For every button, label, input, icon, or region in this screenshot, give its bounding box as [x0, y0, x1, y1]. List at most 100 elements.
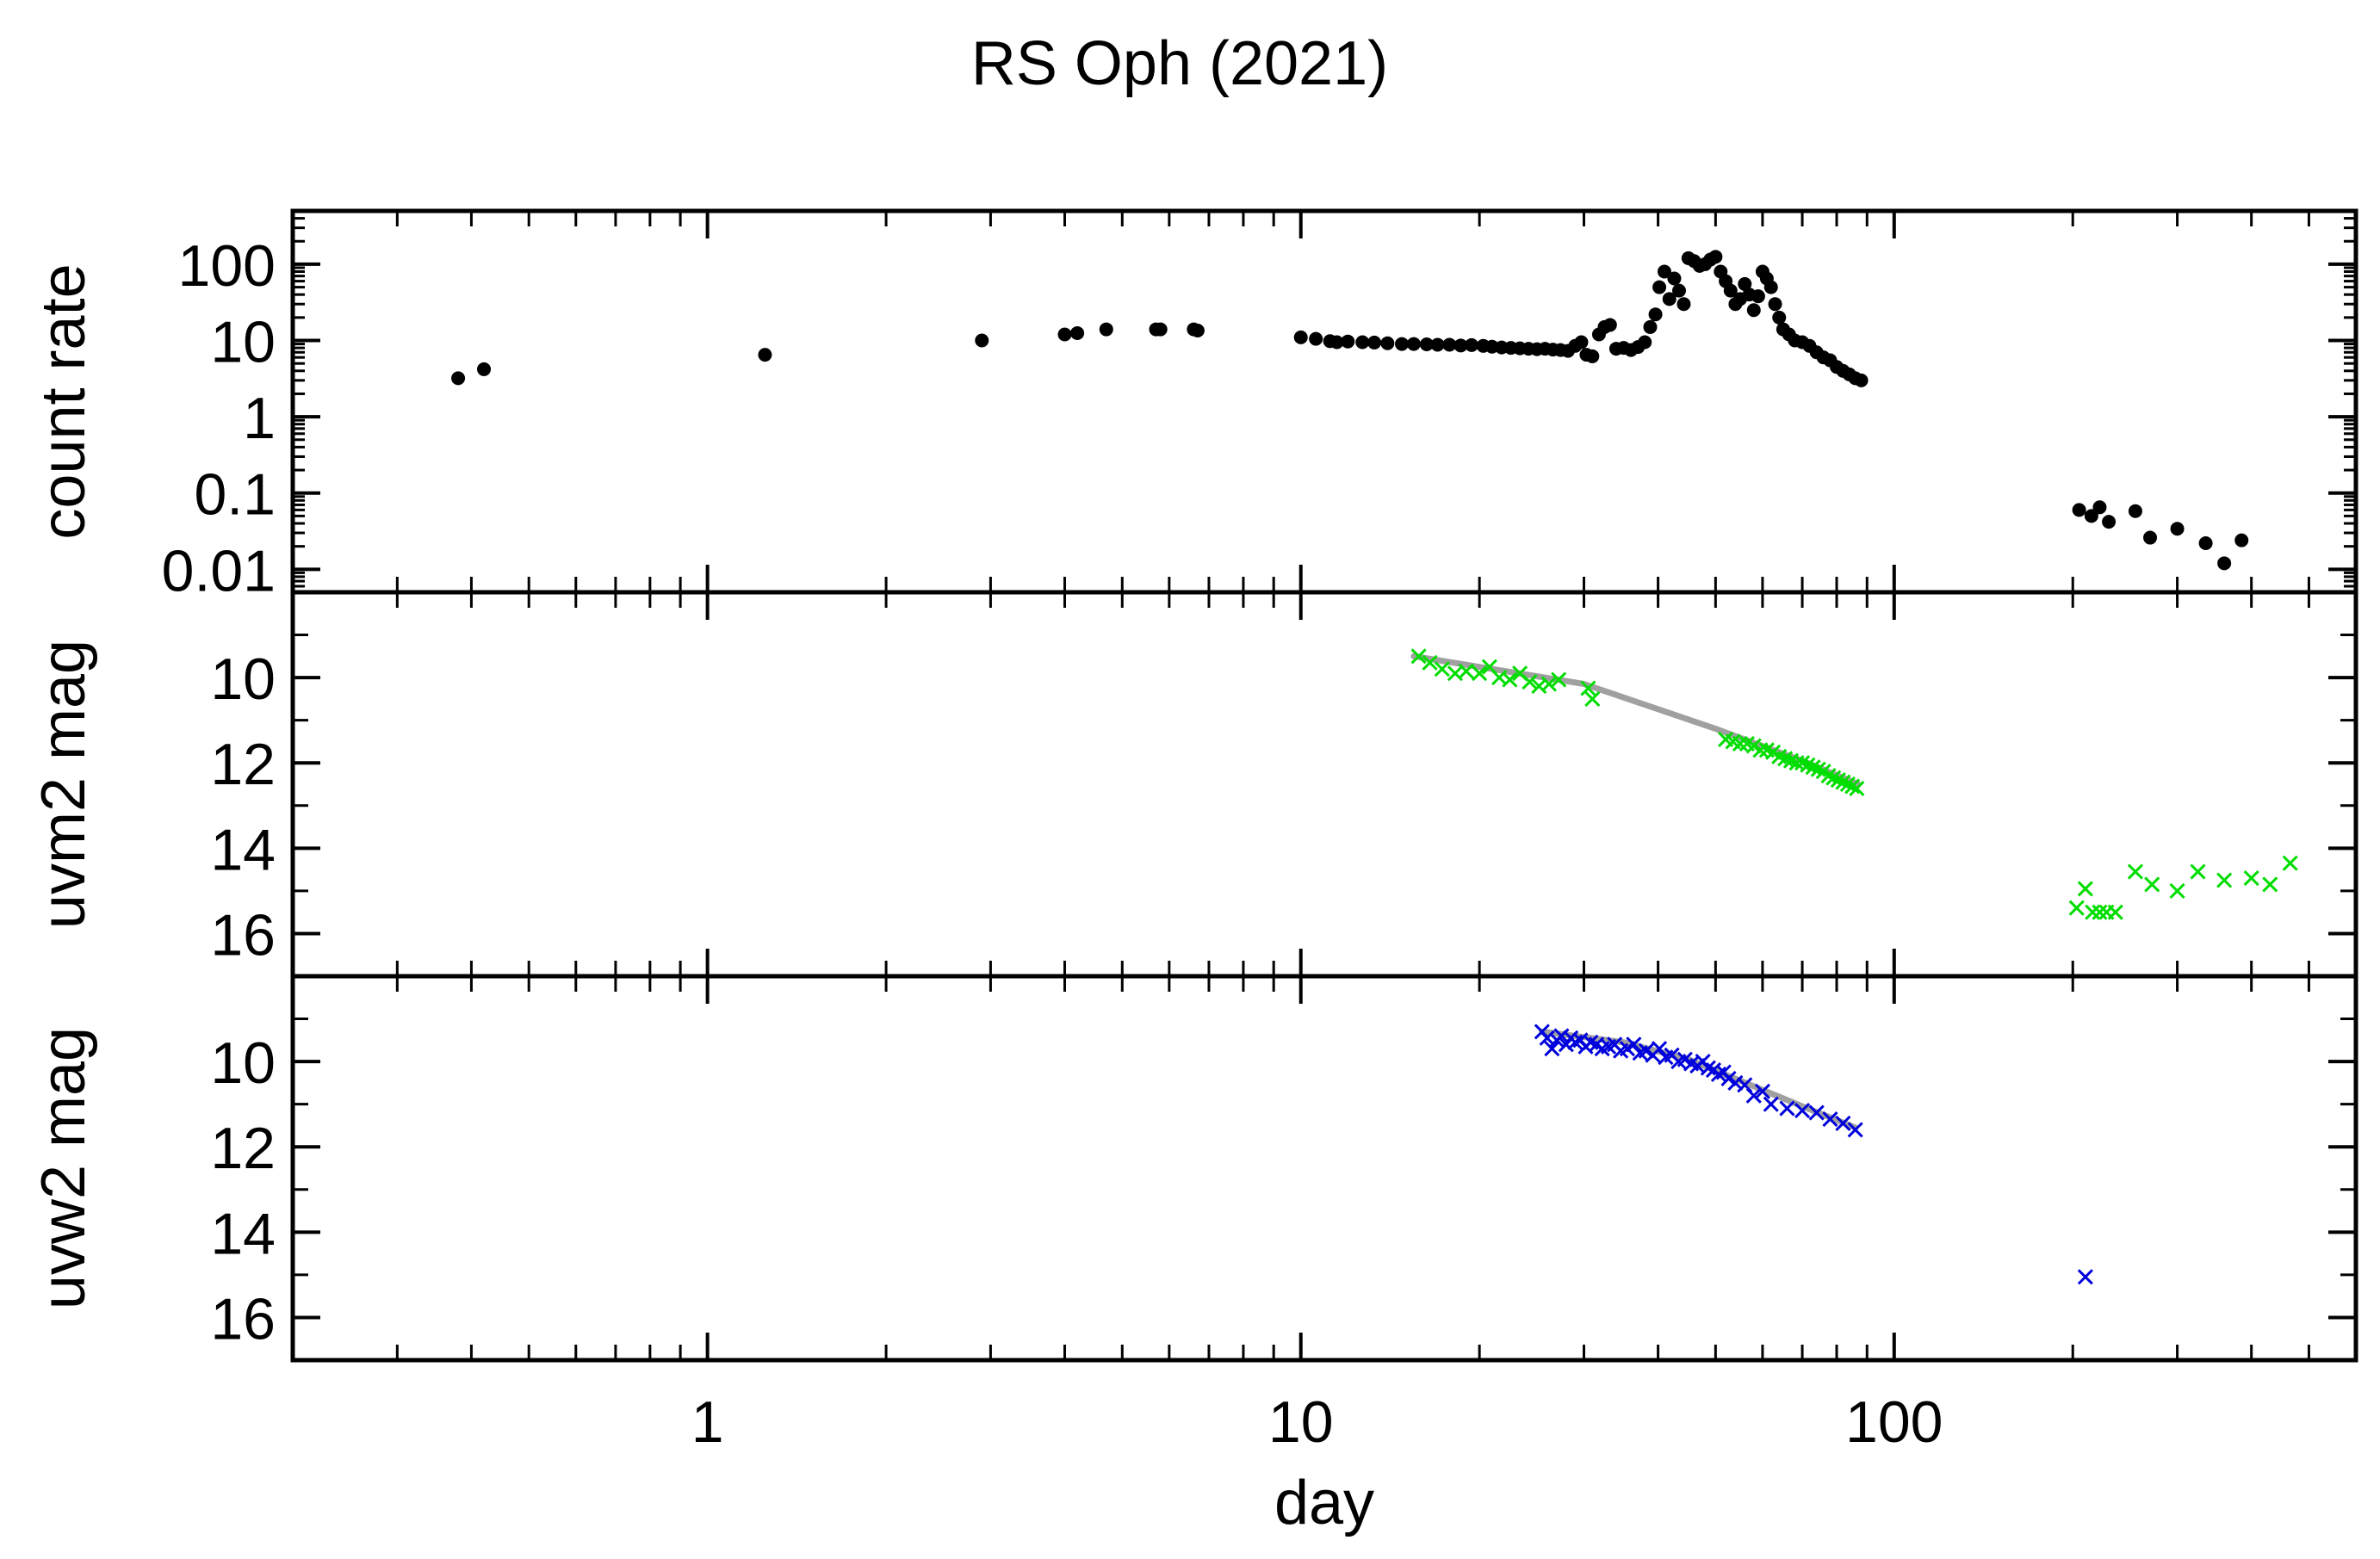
data-point: [1820, 768, 1837, 784]
data-point: [1835, 774, 1851, 790]
y-tick-label: 0.01: [162, 538, 276, 603]
data-point: [2216, 872, 2233, 888]
y-tick-label: 14: [210, 817, 276, 882]
data-point: [1410, 648, 1427, 665]
data-point: [2143, 530, 2158, 545]
data-point: [1293, 330, 1308, 344]
data-point: [1667, 271, 1682, 286]
data-point: [1648, 307, 1663, 322]
data-point: [1580, 680, 1596, 696]
data-point: [1355, 335, 1370, 350]
data-point: [2127, 863, 2143, 880]
data-point: [1720, 1070, 1737, 1086]
count-rate-panel: 100 10 1 0.1 0.01 count rate: [29, 208, 2358, 603]
y-axis-label-uvm2: uvm2 mag: [29, 640, 98, 929]
data-point: [2190, 863, 2206, 880]
data-point: [1380, 336, 1395, 350]
data-point: [1763, 280, 1778, 294]
data-point: [2085, 904, 2101, 920]
data-point: [2092, 500, 2107, 515]
data-point: [477, 362, 492, 376]
y-tick-label: 100: [178, 233, 276, 299]
data-point: [1763, 1096, 1779, 1112]
data-point: [1677, 297, 1691, 312]
data-point: [1472, 665, 1488, 682]
data-point: [1422, 654, 1438, 671]
data-point: [2077, 881, 2093, 897]
y-tick-label: 14: [210, 1201, 276, 1266]
panel-frame: [290, 208, 2358, 595]
data-point: [2243, 869, 2259, 887]
y-tick-label: 1: [243, 386, 276, 451]
data-point: [1190, 323, 1205, 337]
data-point: [1854, 373, 1869, 387]
data-point: [1752, 742, 1769, 758]
data-point: [2234, 533, 2249, 548]
x-axis-label: day: [1274, 1469, 1374, 1537]
data-point: [1584, 690, 1601, 707]
data-point: [1671, 283, 1686, 298]
data-point: [2077, 1269, 2093, 1285]
y-axis-label-uvw2: uvw2 mag: [29, 1027, 98, 1309]
data-point: [1434, 661, 1450, 677]
data-point: [1710, 1066, 1726, 1083]
data-point: [975, 333, 989, 348]
data-point: [1502, 671, 1518, 688]
y-tick-label: 12: [210, 1116, 276, 1181]
data-point: [2072, 503, 2086, 517]
data-point: [2144, 876, 2160, 893]
data-point: [2092, 904, 2108, 920]
data-point: [1751, 289, 1765, 304]
data-point: [2198, 535, 2213, 550]
y-tick-label: 12: [210, 732, 276, 797]
data-point: [1419, 337, 1434, 352]
data-point: [1309, 331, 1323, 346]
data-point: [2107, 904, 2123, 920]
data-point: [1341, 334, 1355, 349]
data-point: [1602, 318, 1617, 332]
data-point: [1395, 337, 1410, 351]
data-point: [1465, 337, 1479, 352]
data-point: [1754, 1083, 1770, 1099]
panel-frame: [290, 974, 2358, 1363]
data-point: [1727, 1074, 1744, 1091]
data-point: [1522, 674, 1538, 690]
data-point: [1708, 250, 1723, 264]
data-point: [1662, 292, 1677, 306]
data-point: [1367, 335, 1382, 350]
uvw2-panel: 10 12 14 16 uvw2 mag: [29, 974, 2358, 1363]
data-point: [2084, 509, 2098, 523]
data-point: [1406, 337, 1421, 351]
data-point: [758, 348, 772, 362]
data-point: [2170, 522, 2185, 536]
chart-title: RS Oph (2021): [971, 29, 1388, 98]
data-point: [1746, 303, 1761, 318]
data-point: [1153, 322, 1168, 337]
data-point: [1070, 325, 1085, 340]
data-point: [1430, 337, 1445, 352]
data-point: [1810, 761, 1826, 777]
y-axis-label-count-rate: count rate: [29, 263, 98, 539]
x-tick-label: 1: [691, 1389, 724, 1455]
y-tick-label: 16: [210, 1286, 276, 1352]
uvm2-panel: 10 12 14 16 uvm2 mag: [29, 590, 2358, 979]
data-point: [1057, 327, 1072, 342]
y-tick-label: 10: [210, 1030, 276, 1096]
y-tick-label: 10: [210, 646, 276, 712]
data-point: [2262, 876, 2278, 893]
data-point: [1835, 1115, 1851, 1132]
data-point: [1772, 310, 1787, 325]
data-point: [1768, 297, 1782, 312]
data-point: [1849, 780, 1865, 797]
data-point: [1825, 770, 1842, 786]
data-point: [1794, 1103, 1811, 1119]
data-point: [1638, 335, 1652, 350]
data-point: [2068, 900, 2085, 916]
data-point: [1657, 264, 1671, 279]
data-point: [1779, 1100, 1795, 1117]
data-point: [1844, 778, 1861, 795]
data-point: [1652, 1041, 1668, 1057]
data-point: [1732, 735, 1748, 752]
data-point: [1723, 283, 1738, 298]
